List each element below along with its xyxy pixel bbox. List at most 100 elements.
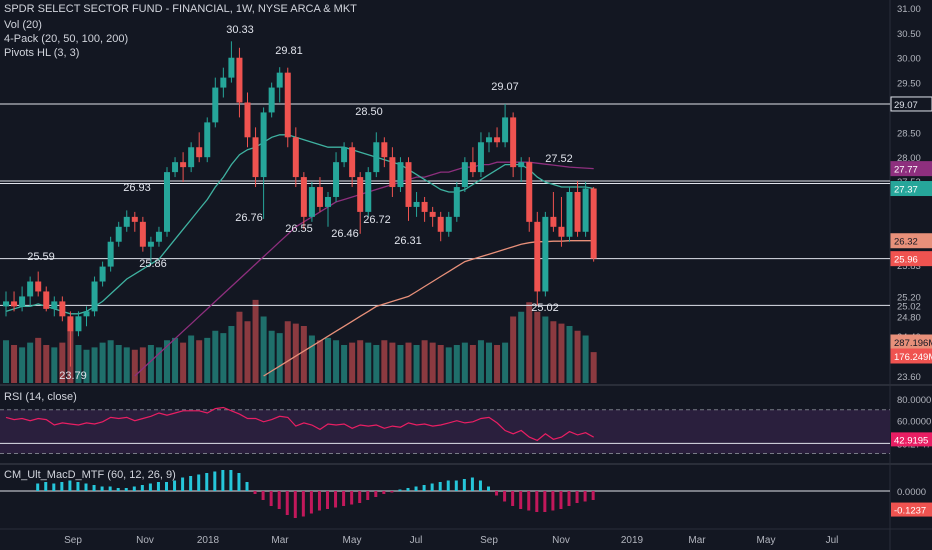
macd-bar: [301, 491, 305, 517]
candle-body: [477, 142, 484, 173]
price-axis-tick: 29.50: [897, 79, 921, 90]
price-badge-label: 26.32: [894, 237, 918, 248]
volume-bar: [19, 347, 26, 383]
time-axis-label: Mar: [271, 535, 289, 546]
candle-body: [268, 87, 275, 113]
volume-bar: [405, 342, 412, 383]
volume-bar: [397, 345, 404, 383]
macd-bar: [197, 474, 201, 491]
candle-body: [357, 177, 364, 212]
price-badge: [890, 251, 932, 267]
candle-body: [453, 187, 460, 217]
macd-value-badge: [891, 502, 932, 517]
rsi-pane-title[interactable]: RSI (14, close): [4, 391, 77, 403]
pivot-label: 26.72: [363, 214, 391, 226]
macd-bar: [229, 470, 233, 491]
volume-bar: [341, 345, 348, 383]
price-badge: [890, 161, 932, 177]
volume-bar: [381, 340, 388, 383]
candle-body: [389, 157, 396, 188]
macd-bar: [487, 486, 490, 491]
volume-bar: [582, 335, 589, 383]
candle-body: [510, 117, 517, 168]
macd-bar: [326, 491, 329, 509]
macd-bar: [567, 491, 571, 506]
candle-body: [204, 122, 211, 158]
volume-bar: [212, 330, 219, 383]
price-badge: [890, 233, 932, 249]
price-badge-label: 29.07: [894, 100, 918, 111]
candle-body: [35, 281, 42, 292]
candle-body: [188, 147, 195, 168]
candle-body: [19, 296, 26, 307]
candle-body: [534, 221, 541, 292]
macd-bar: [350, 491, 354, 505]
candle-body: [276, 72, 283, 88]
indicator-pivots-label[interactable]: Pivots HL (3, 3): [4, 47, 80, 59]
macd-bar: [519, 491, 523, 509]
macd-bar: [438, 482, 442, 491]
macd-pane-title[interactable]: CM_Ult_MacD_MTF (60, 12, 26, 9): [4, 469, 176, 481]
volume-bar: [59, 342, 66, 383]
macd-axis-tick: 0.0000: [897, 487, 926, 498]
price-badge: [890, 348, 932, 364]
volume-bar: [228, 326, 235, 383]
ma-teal-line: [5, 134, 594, 315]
volume-bar: [164, 340, 170, 383]
candle-body: [526, 162, 533, 222]
volume-bar: [115, 345, 122, 383]
macd-bar: [374, 491, 378, 497]
candle-body: [43, 291, 50, 309]
macd-bar: [309, 491, 313, 514]
macd-bar: [382, 491, 386, 494]
volume-bar: [477, 340, 484, 383]
volume-bar: [139, 347, 146, 383]
volume-bar: [590, 352, 597, 383]
candle-body: [300, 177, 307, 217]
volume-bar: [542, 316, 549, 383]
macd-bar: [116, 488, 120, 491]
price-badge-label: 25.96: [894, 255, 918, 266]
volume-bar: [494, 345, 501, 383]
ma-purple-line: [134, 161, 594, 377]
candle-body: [590, 188, 597, 259]
volume-bar: [566, 326, 573, 383]
candle-body: [405, 162, 412, 207]
candle-body: [131, 216, 138, 222]
candle-body: [123, 216, 130, 227]
macd-bar: [221, 470, 225, 491]
candle-body: [11, 301, 18, 307]
price-badge: [890, 96, 932, 112]
indicator-ma-pack-label[interactable]: 4-Pack (20, 50, 100, 200): [4, 33, 129, 45]
pivot-label: 25.02: [531, 302, 559, 314]
price-axis-tick: 23.60: [897, 372, 921, 383]
macd-bar: [511, 491, 515, 506]
macd-bar: [132, 486, 136, 491]
macd-bar: [446, 480, 450, 491]
time-axis-label: Mar: [688, 535, 706, 546]
volume-bar: [196, 340, 203, 383]
volume-bar: [574, 330, 581, 383]
macd-bar: [68, 480, 72, 491]
candle-body: [494, 137, 501, 143]
macd-bar: [414, 486, 418, 491]
macd-bar: [583, 491, 587, 502]
candle-body: [308, 187, 315, 217]
candle-body: [107, 241, 114, 267]
volume-bar: [268, 330, 275, 383]
volume-bar: [284, 321, 291, 383]
candle-body: [502, 117, 509, 143]
volume-bar: [83, 349, 90, 383]
macd-bar: [165, 482, 168, 491]
volume-bar: [413, 345, 420, 383]
volume-bar: [252, 299, 259, 383]
pivot-label: 29.07: [491, 81, 519, 93]
macd-bar: [60, 482, 64, 491]
candle-body: [486, 137, 492, 143]
candle-body: [333, 162, 340, 197]
candle-body: [236, 57, 243, 103]
macd-bar: [390, 491, 394, 493]
candle-body: [325, 196, 331, 207]
candle-body: [67, 316, 74, 332]
indicator-volume-label[interactable]: Vol (20): [4, 19, 42, 31]
